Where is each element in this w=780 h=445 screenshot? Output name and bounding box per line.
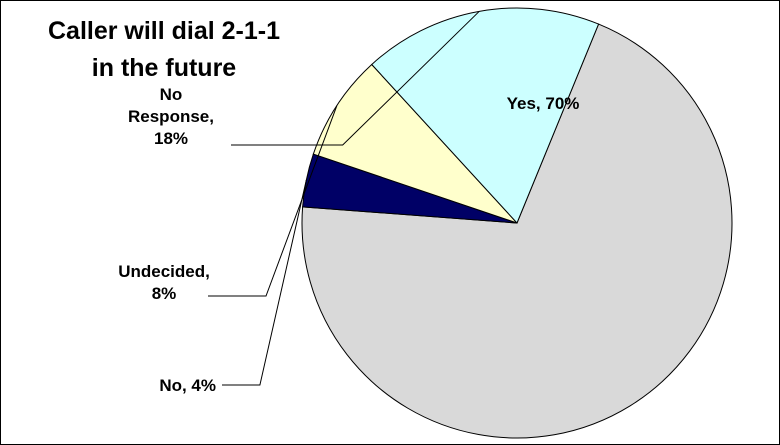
slice-label-undecided: Undecided, 8% bbox=[118, 262, 210, 303]
leader-line-no-response bbox=[231, 10, 480, 146]
chart-title-line-1: Caller will dial 2-1-1 bbox=[48, 17, 280, 45]
slice-label-no: No, 4% bbox=[159, 376, 216, 395]
slice-label-no-response: No Response, 18% bbox=[128, 85, 214, 148]
slice-label-line: Yes, 70% bbox=[507, 94, 580, 113]
slices-layer bbox=[301, 7, 733, 439]
slice-labels: Yes, 70% No, 4% Undecided, 8% No Response, 18% bbox=[118, 85, 579, 395]
leader-line-no bbox=[222, 179, 307, 386]
slice-label-line: 18% bbox=[154, 129, 188, 148]
slice-label-yes: Yes, 70% bbox=[507, 94, 580, 113]
leader-lines bbox=[208, 10, 480, 386]
pie-slice-yes bbox=[301, 23, 733, 439]
slice-label-line: No, 4% bbox=[159, 376, 216, 395]
chart-title-line-2: in the future bbox=[92, 54, 237, 82]
leader-line-undecided bbox=[208, 105, 338, 297]
slice-label-line: Undecided, bbox=[118, 262, 210, 281]
slice-label-line: No bbox=[160, 85, 183, 104]
slice-label-line: 8% bbox=[152, 284, 177, 303]
slice-label-line: Response, bbox=[128, 107, 214, 126]
